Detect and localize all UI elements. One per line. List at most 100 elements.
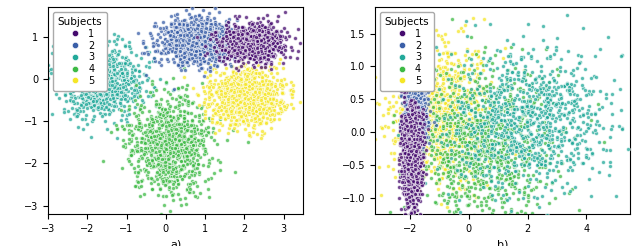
Point [219,83,229,87]
Point [266,40,276,44]
Point [446,52,456,56]
Point [449,90,459,94]
Point [461,218,472,222]
Point [196,43,206,47]
Point [97,114,107,118]
Point [524,148,534,152]
Point [231,76,241,80]
Point [405,137,415,141]
Point [449,163,459,167]
Point [410,116,420,120]
Point [397,132,408,136]
Point [407,94,417,98]
Point [490,153,500,156]
Point [473,152,483,156]
Point [484,106,494,109]
Point [250,51,260,55]
Point [435,193,445,197]
Point [209,48,219,52]
Point [404,141,414,145]
Point [243,72,253,76]
Point [155,187,165,191]
Point [131,149,141,153]
Point [462,151,472,155]
Point [269,45,279,49]
Point [410,116,420,120]
Point [529,100,539,104]
Point [429,155,439,159]
Point [511,140,521,144]
Point [417,142,427,146]
Point [271,91,282,95]
Point [408,128,419,132]
Point [417,83,428,87]
Point [407,137,417,140]
Point [404,89,415,92]
Point [415,107,426,111]
Point [266,43,276,47]
Point [406,50,416,54]
Point [252,81,262,85]
Point [586,118,596,122]
Point [445,165,456,169]
Point [486,117,496,121]
Point [564,88,575,92]
Point [449,194,459,198]
Point [400,73,410,77]
Point [117,55,127,59]
Point [65,91,75,95]
Point [252,51,262,55]
Point [438,126,448,130]
Point [412,39,422,43]
Point [406,211,416,215]
Point [190,38,200,42]
Point [400,162,410,166]
Point [516,209,527,213]
Point [90,81,100,85]
Point [241,31,252,35]
Point [239,49,249,53]
Point [234,42,244,46]
Point [74,75,84,79]
Point [470,134,480,138]
Point [181,202,191,206]
Point [406,180,417,184]
Point [493,125,503,129]
Point [495,148,505,152]
Point [261,116,271,120]
Point [273,14,283,18]
Point [245,37,255,41]
Point [406,119,416,123]
Point [552,101,562,105]
Point [262,86,273,90]
Point [504,172,515,176]
Point [531,77,541,81]
Point [550,116,561,120]
Point [186,53,196,57]
Point [516,133,526,137]
Point [409,148,419,152]
Point [194,43,204,47]
Point [433,187,443,191]
Point [84,101,94,105]
Point [139,105,149,109]
Point [413,141,424,145]
Point [80,77,90,81]
Point [419,110,429,114]
Point [573,125,583,129]
Point [506,171,516,175]
Point [252,82,262,86]
Point [409,123,419,127]
Point [166,24,177,28]
Point [61,61,72,65]
Point [250,105,260,109]
Point [412,133,422,137]
Point [404,114,414,118]
Point [279,43,289,47]
Point [478,89,488,92]
Point [469,110,479,114]
Point [267,102,277,106]
Point [262,13,273,16]
Point [423,103,433,107]
Point [230,36,240,40]
